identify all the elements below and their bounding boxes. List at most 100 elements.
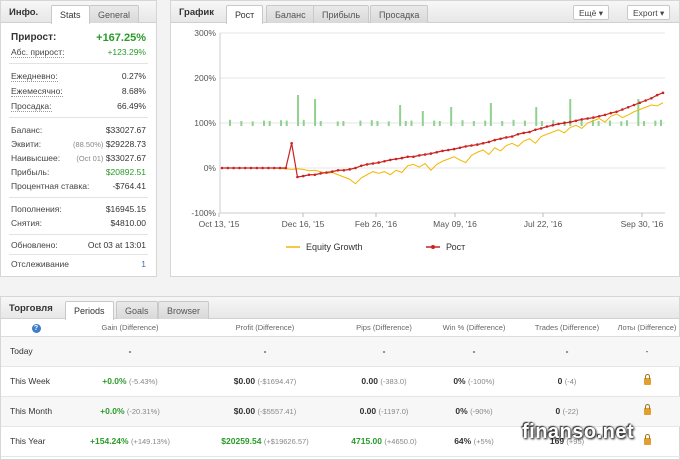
trades-value: 0	[555, 406, 561, 416]
volume-bar	[438, 121, 441, 126]
trading-title: Торговля	[9, 303, 53, 314]
volume-bar	[472, 121, 475, 126]
win-diff: (-100%)	[467, 377, 495, 386]
trades-diff: (-22)	[562, 407, 579, 416]
export-label: Export	[633, 8, 658, 18]
data-point	[464, 145, 468, 148]
data-point	[522, 131, 526, 135]
col-win[interactable]: Win % (Difference)	[427, 320, 521, 337]
data-point	[609, 111, 613, 115]
data-point	[330, 170, 334, 173]
period-label: This Month	[1, 396, 71, 427]
highest-note: (Oct 01)	[76, 154, 104, 163]
volume-bar	[421, 111, 424, 126]
volume-bar	[552, 120, 555, 126]
growth-chart[interactable]: 300% 200% 100% 0% -100%Oct 13, '15 Dec 16, '1…	[171, 23, 679, 275]
data-point	[447, 148, 450, 152]
lock-icon[interactable]	[643, 404, 651, 415]
volume-bar	[660, 119, 662, 126]
equity-value: $29228.73	[105, 139, 146, 149]
data-point	[563, 121, 566, 125]
data-point	[307, 173, 311, 177]
trades-diff: (-4)	[564, 377, 577, 386]
tracking-value[interactable]: 1	[141, 259, 146, 269]
tab-goals[interactable]: Goals	[116, 301, 158, 319]
period-label: This Year	[1, 426, 71, 457]
watermark: finanso.net	[522, 421, 635, 443]
data-point	[429, 152, 433, 155]
data-point	[499, 137, 502, 141]
tab-general[interactable]: General	[89, 5, 140, 23]
legend-label: Рост	[446, 242, 465, 252]
monthly-row: Ежемесячно: 8.68%	[11, 86, 146, 98]
data-point	[568, 120, 572, 124]
tab-growth[interactable]: Рост	[226, 5, 264, 24]
volume-bar	[637, 99, 640, 126]
data-point	[435, 150, 438, 154]
volume-bar	[484, 120, 487, 126]
data-point	[493, 138, 497, 142]
data-point	[417, 154, 421, 157]
data-point	[261, 166, 264, 170]
gain-value: +167.25%	[96, 32, 146, 44]
pips-value: 4715.00	[351, 436, 383, 446]
divider	[9, 234, 148, 235]
table-row: This Week +0.0% (-5.43%) $0.00 (-$1694.47)…	[1, 366, 680, 397]
data-point	[226, 166, 230, 170]
data-point	[284, 166, 288, 170]
y-tick-label: 100%	[194, 118, 216, 128]
gain-diff: (-5.43%)	[128, 377, 158, 386]
deposits-row: Пополнения: $16945.15	[11, 204, 146, 216]
pips-diff: (+4650.0)	[384, 437, 417, 446]
col-profit[interactable]: Profit (Difference)	[189, 320, 341, 337]
period-label: This Week	[1, 366, 71, 397]
monthly-label: Ежемесячно:	[11, 86, 63, 97]
profit-diff: (-$5557.41)	[257, 407, 297, 416]
lock-icon[interactable]	[643, 434, 651, 445]
col-gain[interactable]: Gain (Difference)	[71, 320, 189, 337]
tab-browser[interactable]: Browser	[158, 301, 210, 319]
x-tick-label: Feb 26, '16	[355, 219, 398, 229]
trades-value: -	[565, 346, 569, 356]
drawdown-label: Просадка:	[11, 101, 52, 112]
data-point	[655, 93, 659, 97]
table-header: ? Gain (Difference) Profit (Difference) …	[1, 320, 680, 337]
volume-bar	[642, 121, 645, 126]
more-button[interactable]: Ещё ▾	[573, 5, 610, 20]
tab-periods[interactable]: Periods	[65, 301, 114, 320]
tab-stats[interactable]: Stats	[51, 5, 90, 24]
abs-gain-value: +123.29%	[107, 47, 146, 57]
volume-bar	[608, 120, 611, 126]
monthly-value: 8.68%	[121, 86, 146, 96]
tab-profit[interactable]: Прибыль	[313, 5, 370, 23]
divider	[9, 63, 148, 64]
pips-value: -	[382, 346, 386, 356]
legend-marker	[431, 245, 435, 249]
x-tick-label: Oct 13, '15	[199, 219, 240, 229]
data-point	[505, 136, 508, 139]
col-trades[interactable]: Trades (Difference)	[521, 320, 613, 337]
tab-drawdown[interactable]: Просадка	[370, 5, 429, 23]
data-point	[290, 141, 293, 145]
col-lots[interactable]: Лоты (Difference)	[613, 320, 680, 337]
export-button[interactable]: Export ▾	[627, 5, 671, 20]
interest-row: Процентная ставка: -$764.41	[11, 181, 146, 193]
col-pips[interactable]: Pips (Difference)	[341, 320, 427, 337]
deposits-label: Пополнения:	[11, 204, 62, 214]
data-point	[232, 166, 235, 170]
lock-icon[interactable]	[643, 374, 651, 385]
updated-label: Обновлено:	[11, 240, 58, 250]
volume-bar	[597, 121, 600, 126]
tab-balance[interactable]: Баланс	[266, 5, 315, 23]
data-point	[603, 113, 607, 117]
data-point	[638, 101, 642, 105]
data-point	[441, 149, 444, 153]
highest-value: $33027.67	[105, 153, 146, 163]
help-icon[interactable]: ?	[31, 323, 41, 333]
win-value: 0%	[455, 406, 468, 416]
data-point	[487, 140, 491, 144]
tracking-label: Отслеживание	[11, 259, 70, 269]
data-point	[278, 166, 282, 170]
pips-diff: (-1197.0)	[378, 407, 409, 416]
volume-bar	[489, 103, 492, 126]
